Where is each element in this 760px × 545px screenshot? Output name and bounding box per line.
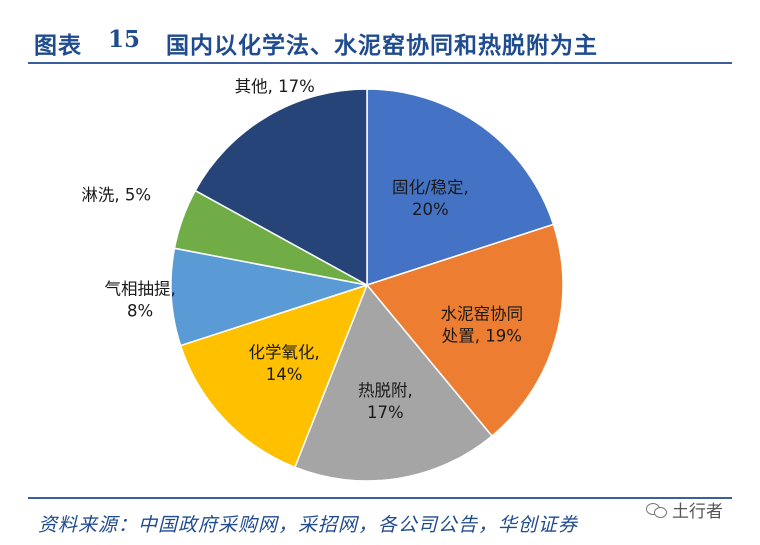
watermark: 土行者 [646,497,723,522]
slice-label-1: 固化/稳定, 20% [392,178,469,219]
title-bar: 图表 15 国内以化学法、水泥窑协同和热脱附为主 [28,18,732,64]
pie-slice-2 [365,223,564,438]
wechat-icon [646,502,668,518]
figure-label: 图表 [34,32,82,59]
slice-label-5: 气相抽提, 8% [104,279,175,320]
pie-slice-7 [194,88,368,287]
slice-label-4: 化学氧化, 14% [249,343,320,384]
pie-slice-5 [170,247,368,347]
slice-label-7: 其他, 17% [235,77,315,96]
slice-label-3: 热脱附, 17% [358,381,413,422]
watermark-text: 土行者 [672,502,723,522]
pie-slice-1 [366,88,555,287]
page-title: 国内以化学法、水泥窑协同和热脱附为主 [166,32,598,59]
source-note: 资料来源：中国政府采购网，采招网，各公司公告，华创证券 [38,514,579,536]
slice-label-6: 淋洗, 5% [81,186,151,205]
footer-divider [28,497,732,499]
pie-slice-3 [293,283,493,482]
figure-number: 15 [108,26,141,53]
slice-label-2: 水泥窑协同处置, 19% [441,305,524,346]
